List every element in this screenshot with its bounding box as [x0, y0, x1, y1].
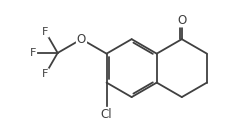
Text: F: F [42, 69, 48, 79]
Text: Cl: Cl [100, 108, 112, 121]
Text: F: F [30, 48, 36, 58]
Text: F: F [42, 27, 48, 37]
Text: O: O [176, 13, 186, 27]
Text: O: O [77, 33, 86, 46]
